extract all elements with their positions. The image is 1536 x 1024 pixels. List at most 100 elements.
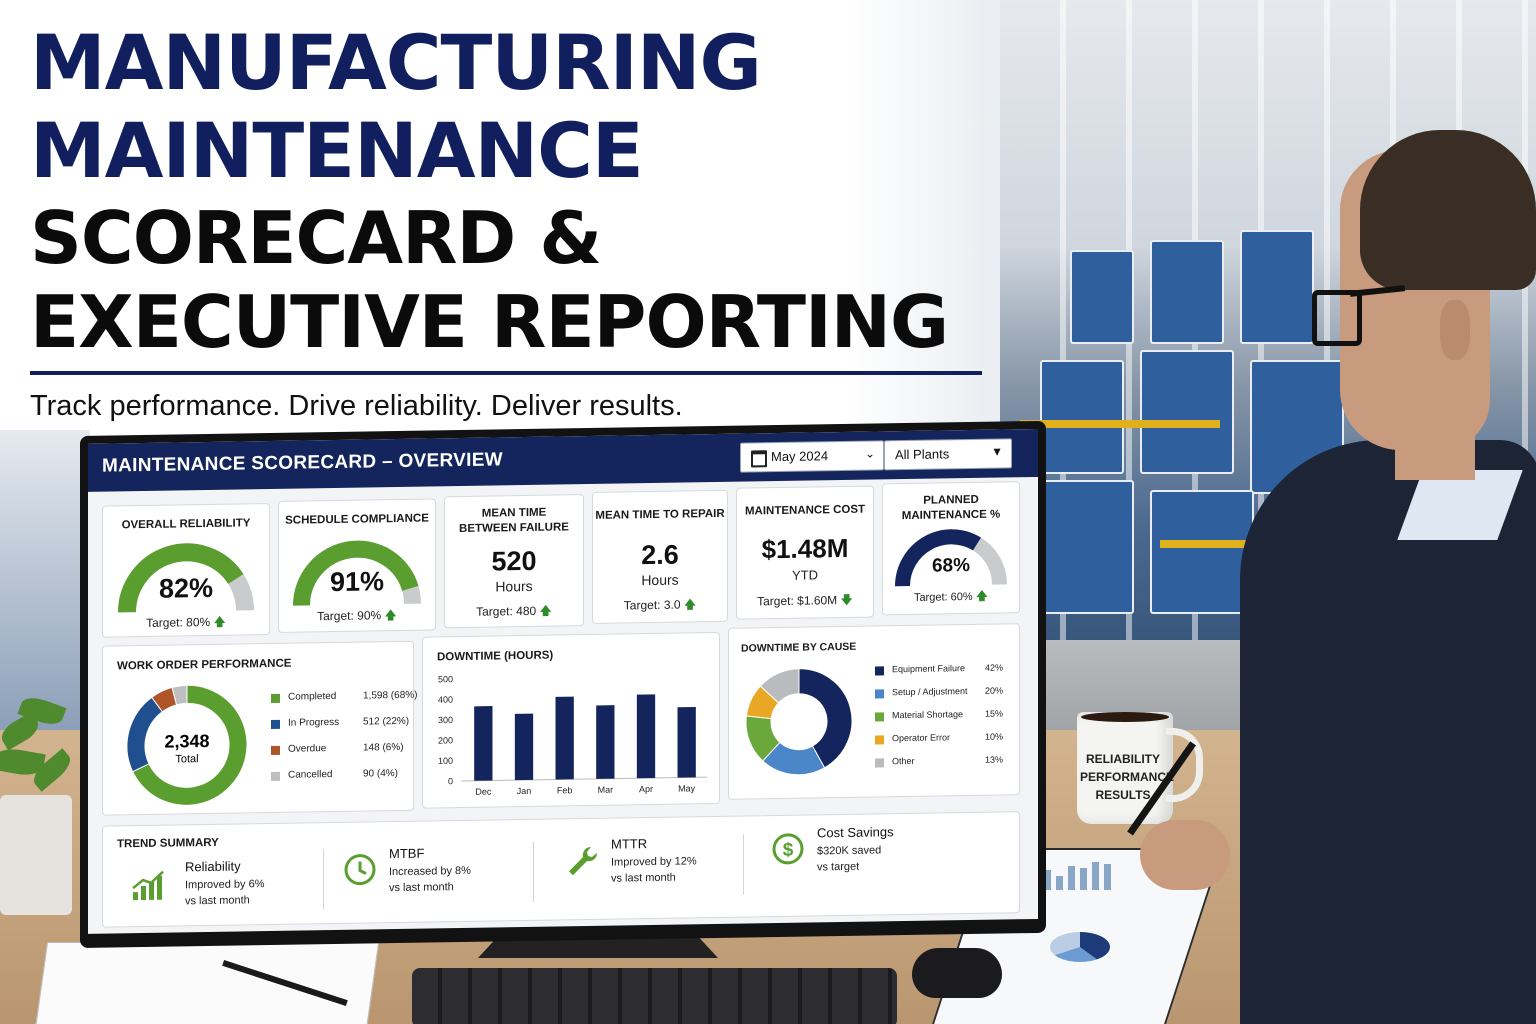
downtime-by-cause-card: DOWNTIME BY CAUSE Equipment Failure 42% Se… [728, 623, 1020, 800]
svg-text:$: $ [783, 840, 794, 861]
legend-swatch [875, 712, 884, 722]
section-title: DOWNTIME (HOURS) [437, 649, 554, 664]
legend-item: Other 13% [875, 754, 1038, 768]
kpi-value: 2.6 [641, 539, 679, 571]
legend-label: Operator Error [892, 732, 951, 744]
kpi-title: PLANNED MAINTENANCE % [901, 493, 1001, 523]
arrow-up-icon: 🡅 [975, 588, 989, 603]
trend-reliability-detail: Improved by 6% vs last month [185, 878, 265, 908]
bar-mar [596, 705, 615, 779]
legend-label: Other [892, 755, 915, 767]
dashboard-title: MAINTENANCE SCORECARD – OVERVIEW [102, 449, 503, 477]
kpi-card-maintenance-cost[interactable]: MAINTENANCE COST $1.48M YTD Target: $1.6… [736, 485, 874, 620]
gauge-fill [895, 529, 981, 587]
kpi-title: OVERALL RELIABILITY [121, 517, 251, 532]
caret-down-icon: ▼ [991, 444, 1003, 459]
headline-line-1: MANUFACTURING [30, 18, 762, 107]
legend-value: 10% [985, 731, 1004, 742]
kpi-unit: Hours [495, 577, 533, 595]
gauge-fill [293, 540, 419, 606]
calendar-icon [751, 450, 767, 468]
kpi-card-overall-reliability[interactable]: OVERALL RELIABILITY 82% Target: 80% 🡅 [102, 503, 270, 638]
dollar-icon: $ [772, 833, 804, 865]
legend-swatch [875, 666, 884, 676]
clock-icon [344, 854, 376, 886]
trend-mttr-detail: Improved by 12% vs last month [611, 855, 697, 885]
x-tick-label: Jan [517, 786, 532, 796]
keyboard[interactable] [412, 968, 897, 1024]
plant-filter-select[interactable]: All Plants ▼ [884, 438, 1012, 471]
y-tick-label: 100 [438, 756, 453, 766]
notebook [32, 942, 380, 1024]
y-tick-label: 500 [438, 674, 453, 684]
trend-mtbf-title: MTBF [389, 845, 425, 862]
section-title: TREND SUMMARY [117, 836, 219, 851]
donut-slice-equipment-failure [798, 668, 853, 769]
legend-value: 42% [985, 662, 1004, 673]
mug-label: RELIABILITY PERFORMANCE RESULTS [1080, 752, 1175, 802]
y-tick-label: 400 [438, 695, 453, 705]
legend-label: Equipment Failure [892, 663, 966, 675]
headline-divider [30, 371, 982, 375]
legend-value: 512 (22%) [363, 715, 410, 728]
trend-reliability-title: Reliability [185, 858, 241, 875]
legend-label: In Progress [288, 716, 340, 729]
bar-may [677, 706, 696, 778]
kpi-target: Target: $1.60M 🡇 [757, 592, 853, 609]
legend-label: Material Shortage [892, 709, 964, 721]
kpi-card-mtbf[interactable]: MEAN TIME BETWEEN FAILURE 520 Hours Targ… [444, 494, 584, 629]
y-tick-label: 200 [438, 735, 453, 745]
donut-slice-cancelled [171, 684, 188, 706]
headline-subtitle: Track performance. Drive reliability. De… [30, 390, 683, 422]
kpi-target: Target: 90% 🡅 [317, 608, 397, 624]
divider [533, 841, 534, 902]
legend-item: Cancelled 90 (4%) [271, 767, 433, 781]
work-order-legend: Completed 1,598 (68%) In Progress 512 (22%)… [103, 642, 417, 781]
date-filter-value: May 2024 [771, 448, 829, 465]
dashboard-screen: MAINTENANCE SCORECARD – OVERVIEW May 202… [88, 428, 1038, 934]
legend-item: Operator Error 10% [875, 731, 1038, 745]
planned-maintenance-gauge [895, 529, 1007, 587]
kpi-card-planned-maintenance[interactable]: PLANNED MAINTENANCE % 68% Target: 60% 🡅 [882, 481, 1020, 616]
kpi-unit: YTD [792, 567, 818, 583]
arrow-down-icon: 🡇 [840, 592, 853, 608]
kpi-card-schedule-compliance[interactable]: SCHEDULE COMPLIANCE 91% Target: 90% 🡅 [278, 498, 436, 633]
work-order-donut [126, 684, 248, 806]
legend-value: 148 (6%) [363, 741, 404, 754]
kpi-title: MEAN TIME BETWEEN FAILURE [459, 506, 569, 536]
x-tick-label: Mar [598, 785, 614, 795]
date-filter-select[interactable]: May 2024 ⌄ [740, 440, 884, 473]
monitor: MAINTENANCE SCORECARD – OVERVIEW May 202… [80, 420, 1046, 949]
kpi-unit: Hours [641, 571, 679, 589]
downtime-bar-chart: 0 100 200 300 400 500 Dec Jan Feb Mar Apr May [438, 674, 707, 797]
factory-left-background [0, 430, 90, 730]
downtime-cause-donut [745, 668, 853, 776]
legend-value: 90 (4%) [363, 768, 399, 780]
legend-label: Completed [288, 690, 337, 703]
kpi-title: MAINTENANCE COST [744, 503, 866, 518]
kpi-title: MEAN TIME TO REPAIR [595, 507, 725, 522]
legend-swatch [875, 689, 884, 699]
legend-value: 15% [985, 708, 1004, 719]
kpi-title: SCHEDULE COMPLIANCE [285, 512, 429, 527]
arrow-up-icon: 🡅 [213, 614, 226, 629]
x-tick-label: Dec [475, 787, 492, 797]
kpi-card-mttr[interactable]: MEAN TIME TO REPAIR 2.6 Hours Target: 3.… [592, 489, 728, 624]
headline-line-2: MAINTENANCE [30, 106, 644, 195]
divider [323, 849, 324, 910]
work-order-total: 2,348 [164, 730, 210, 752]
arrow-up-icon: 🡅 [384, 608, 397, 623]
donut-slice-other [759, 668, 800, 704]
trend-summary-card: TREND SUMMARY Reliability Improved by 6%… [102, 811, 1020, 928]
arrow-up-icon: 🡅 [683, 597, 697, 612]
x-tick-label: Apr [639, 784, 653, 794]
schedule-gauge [293, 540, 421, 606]
legend-item: Material Shortage 15% [875, 708, 1038, 722]
trend-mtbf-detail: Increased by 8% vs last month [389, 864, 471, 895]
y-tick-label: 300 [438, 715, 453, 725]
bar-dec [474, 706, 493, 781]
downtime-chart-card: DOWNTIME (HOURS) 0 100 200 300 400 500 Dec Jan F… [422, 631, 720, 809]
mouse[interactable] [912, 948, 1002, 998]
kpi-value: 68% [931, 555, 971, 577]
